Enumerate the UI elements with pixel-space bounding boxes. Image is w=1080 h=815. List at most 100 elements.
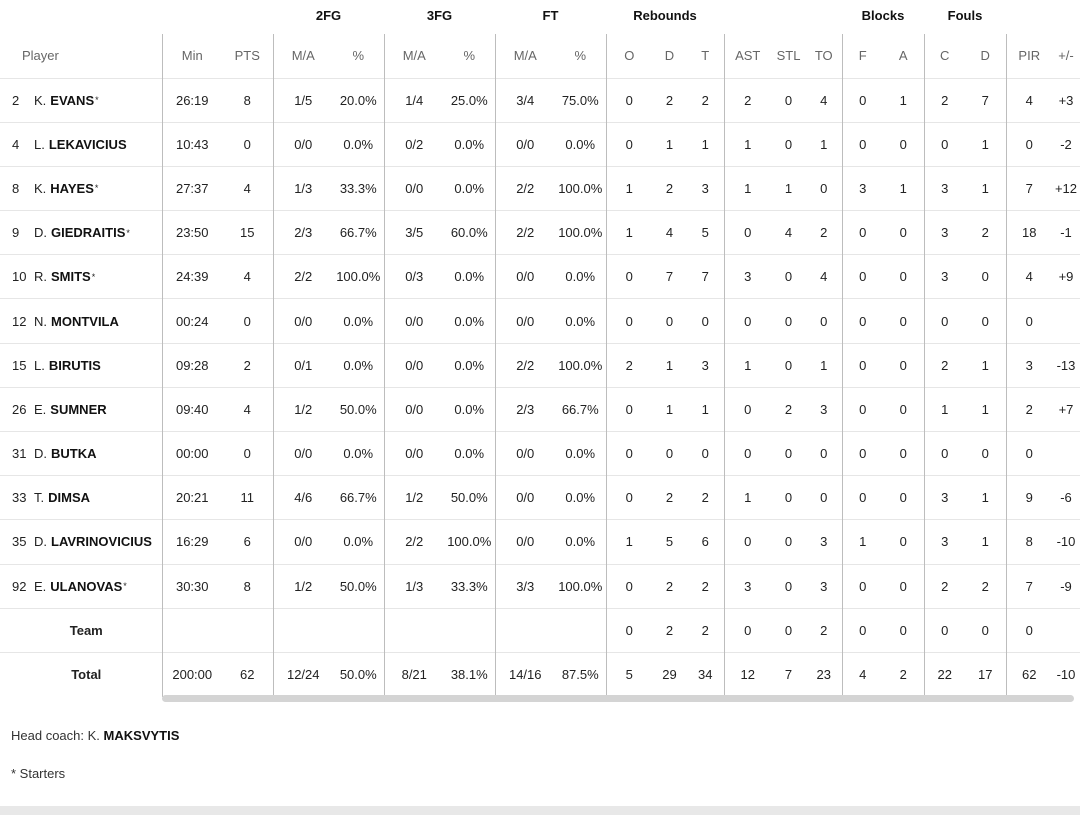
cell-blk-f: 0 xyxy=(841,254,883,299)
cell-pts: 6 xyxy=(222,519,273,565)
cell-stl: 0 xyxy=(771,430,806,476)
col-header-stl[interactable]: STL xyxy=(776,48,801,64)
starter-asterisk: * xyxy=(94,183,99,194)
player-cell: 15 L. BIRUTIS xyxy=(0,342,162,388)
col-header-plus-minus[interactable]: +/- xyxy=(1058,48,1074,64)
cell-ft-pct: 66.7% xyxy=(555,386,606,432)
cell-pts: 11 xyxy=(222,475,273,520)
cell-min: 09:40 xyxy=(161,386,222,432)
col-header-foul-c[interactable]: C xyxy=(923,34,965,78)
cell-pm xyxy=(1052,430,1080,476)
cell-pm: +9 xyxy=(1052,254,1080,299)
cell-ft-ma: 0/0 xyxy=(494,430,555,476)
cell-foul-c: 3 xyxy=(923,210,965,255)
starter-asterisk: * xyxy=(123,581,127,592)
starter-asterisk: * xyxy=(126,227,130,238)
cell-ft-pct: 100.0% xyxy=(555,563,606,609)
cell-foul-d: 1 xyxy=(965,519,1006,565)
player-number: 26 xyxy=(12,401,27,417)
player-cell: 8 K. HAYES * xyxy=(0,165,162,211)
cell-pm: +7 xyxy=(1052,386,1080,432)
cell-to: 4 xyxy=(806,254,842,299)
player-name-link[interactable]: BUTKA xyxy=(51,446,97,462)
player-cell: 2 K. EVANS * xyxy=(0,77,162,123)
col-header-to[interactable]: TO xyxy=(814,48,833,64)
col-header-pts[interactable]: PTS xyxy=(234,48,260,64)
cell-reb-t: 2 xyxy=(687,563,724,609)
player-name-link[interactable]: BIRUTIS xyxy=(48,357,101,373)
cell-to: 3 xyxy=(806,519,842,565)
col-header-ft-ma[interactable]: M/A xyxy=(494,34,555,78)
col-header-player[interactable]: Player xyxy=(22,48,59,64)
cell-pm: -1 xyxy=(1052,210,1080,255)
col-header-2fg-pct[interactable]: % xyxy=(352,48,365,64)
col-header-pir[interactable]: PIR xyxy=(1005,34,1052,78)
cell-to: 3 xyxy=(806,563,842,609)
cell-min: 20:21 xyxy=(161,475,222,520)
cell-ast: 1 xyxy=(723,475,771,520)
cell-ft-ma xyxy=(494,607,555,653)
col-header-3fg-pct[interactable]: % xyxy=(463,48,476,64)
col-header-blk-a[interactable]: A xyxy=(898,48,908,64)
col-header-reb-t[interactable]: T xyxy=(701,48,710,64)
player-row: 31 D. BUTKA 00:00 0 0/0 0.0% 0/0 0.0% 0/0 0.0% 0 0 0 0… xyxy=(0,430,1080,476)
cell-foul-d: 17 xyxy=(965,651,1006,697)
cell-pts: 2 xyxy=(222,342,273,388)
cell-fg3-pct: 0.0% xyxy=(444,298,495,344)
cell-ast: 1 xyxy=(723,342,771,388)
col-header-foul-d[interactable]: D xyxy=(980,48,990,64)
cell-reb-t: 6 xyxy=(687,519,724,565)
player-name-link[interactable]: ULANOVAS xyxy=(50,578,123,594)
col-header-2fg-ma[interactable]: M/A xyxy=(272,34,333,78)
cell-reb-o: 2 xyxy=(605,342,652,388)
col-header-reb-o[interactable]: O xyxy=(605,34,652,78)
cell-ast: 1 xyxy=(723,121,771,167)
cell-reb-t: 3 xyxy=(687,165,724,211)
player-cell: 9 D. GIEDRAITIS * xyxy=(0,210,162,255)
player-name-link[interactable]: DIMSA xyxy=(48,490,91,506)
player-cell: 12 N. MONTVILA xyxy=(0,298,162,344)
player-name-link[interactable]: SMITS xyxy=(51,269,91,285)
cell-fg2-pct: 100.0% xyxy=(333,254,384,299)
player-name-link[interactable]: HAYES xyxy=(50,180,94,196)
cell-stl: 0 xyxy=(771,254,806,299)
cell-blk-a: 0 xyxy=(883,430,924,476)
player-initial: K. xyxy=(34,92,47,108)
player-name-link[interactable]: EVANS xyxy=(50,92,95,108)
cell-pm xyxy=(1052,298,1080,344)
player-name-link[interactable]: LAVRINOVICIUS xyxy=(51,534,152,550)
col-header-reb-d[interactable]: D xyxy=(664,48,675,64)
player-name-link[interactable]: MONTVILA xyxy=(51,313,119,329)
col-header-min[interactable]: Min xyxy=(161,34,222,78)
cell-fg2-pct: 66.7% xyxy=(333,210,384,255)
player-name-link[interactable]: SUMNER xyxy=(50,401,107,417)
player-name-link[interactable]: LEKAVICIUS xyxy=(48,136,127,152)
head-coach-name[interactable]: MAKSVYTIS xyxy=(103,728,180,743)
cell-to: 2 xyxy=(806,210,842,255)
col-header-3fg-ma[interactable]: M/A xyxy=(383,34,444,78)
player-name-link[interactable]: GIEDRAITIS xyxy=(51,225,126,241)
cell-blk-a: 0 xyxy=(883,254,924,299)
horizontal-scrollbar[interactable] xyxy=(162,695,1074,702)
cell-blk-f: 0 xyxy=(841,386,883,432)
cell-blk-f: 0 xyxy=(841,430,883,476)
player-number: 2 xyxy=(12,92,20,108)
col-header-ft-pct[interactable]: % xyxy=(574,48,587,64)
cell-to: 0 xyxy=(806,475,842,520)
col-header-blk-f[interactable]: F xyxy=(841,34,883,78)
cell-fg2-ma: 0/0 xyxy=(272,298,333,344)
cell-min: 16:29 xyxy=(161,519,222,565)
cell-ft-ma: 0/0 xyxy=(494,298,555,344)
player-number: 9 xyxy=(12,225,20,241)
col-header-ast[interactable]: AST xyxy=(723,34,771,78)
cell-stl: 0 xyxy=(771,475,806,520)
cell-ft-ma: 14/16 xyxy=(494,651,555,697)
cell-reb-d: 2 xyxy=(652,475,687,520)
cell-fg3-pct: 0.0% xyxy=(444,430,495,476)
player-initial: T. xyxy=(34,490,45,506)
cell-pm: -13 xyxy=(1052,342,1080,388)
cell-fg2-ma: 1/3 xyxy=(272,165,333,211)
cell-pts: 0 xyxy=(222,430,273,476)
cell-reb-d: 2 xyxy=(652,77,687,123)
cell-pts: 4 xyxy=(222,254,273,299)
